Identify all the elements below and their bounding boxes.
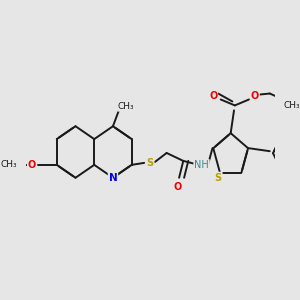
Text: CH₃: CH₃ — [283, 101, 300, 110]
Text: O: O — [251, 91, 259, 100]
Text: S: S — [215, 172, 222, 182]
Text: O: O — [173, 182, 181, 192]
Text: NH: NH — [194, 160, 209, 170]
Text: CH₃: CH₃ — [0, 160, 17, 169]
Text: N: N — [109, 173, 117, 183]
Text: O: O — [209, 91, 217, 100]
Text: O: O — [28, 160, 36, 170]
Text: CH₃: CH₃ — [118, 102, 135, 111]
Text: S: S — [146, 158, 154, 168]
